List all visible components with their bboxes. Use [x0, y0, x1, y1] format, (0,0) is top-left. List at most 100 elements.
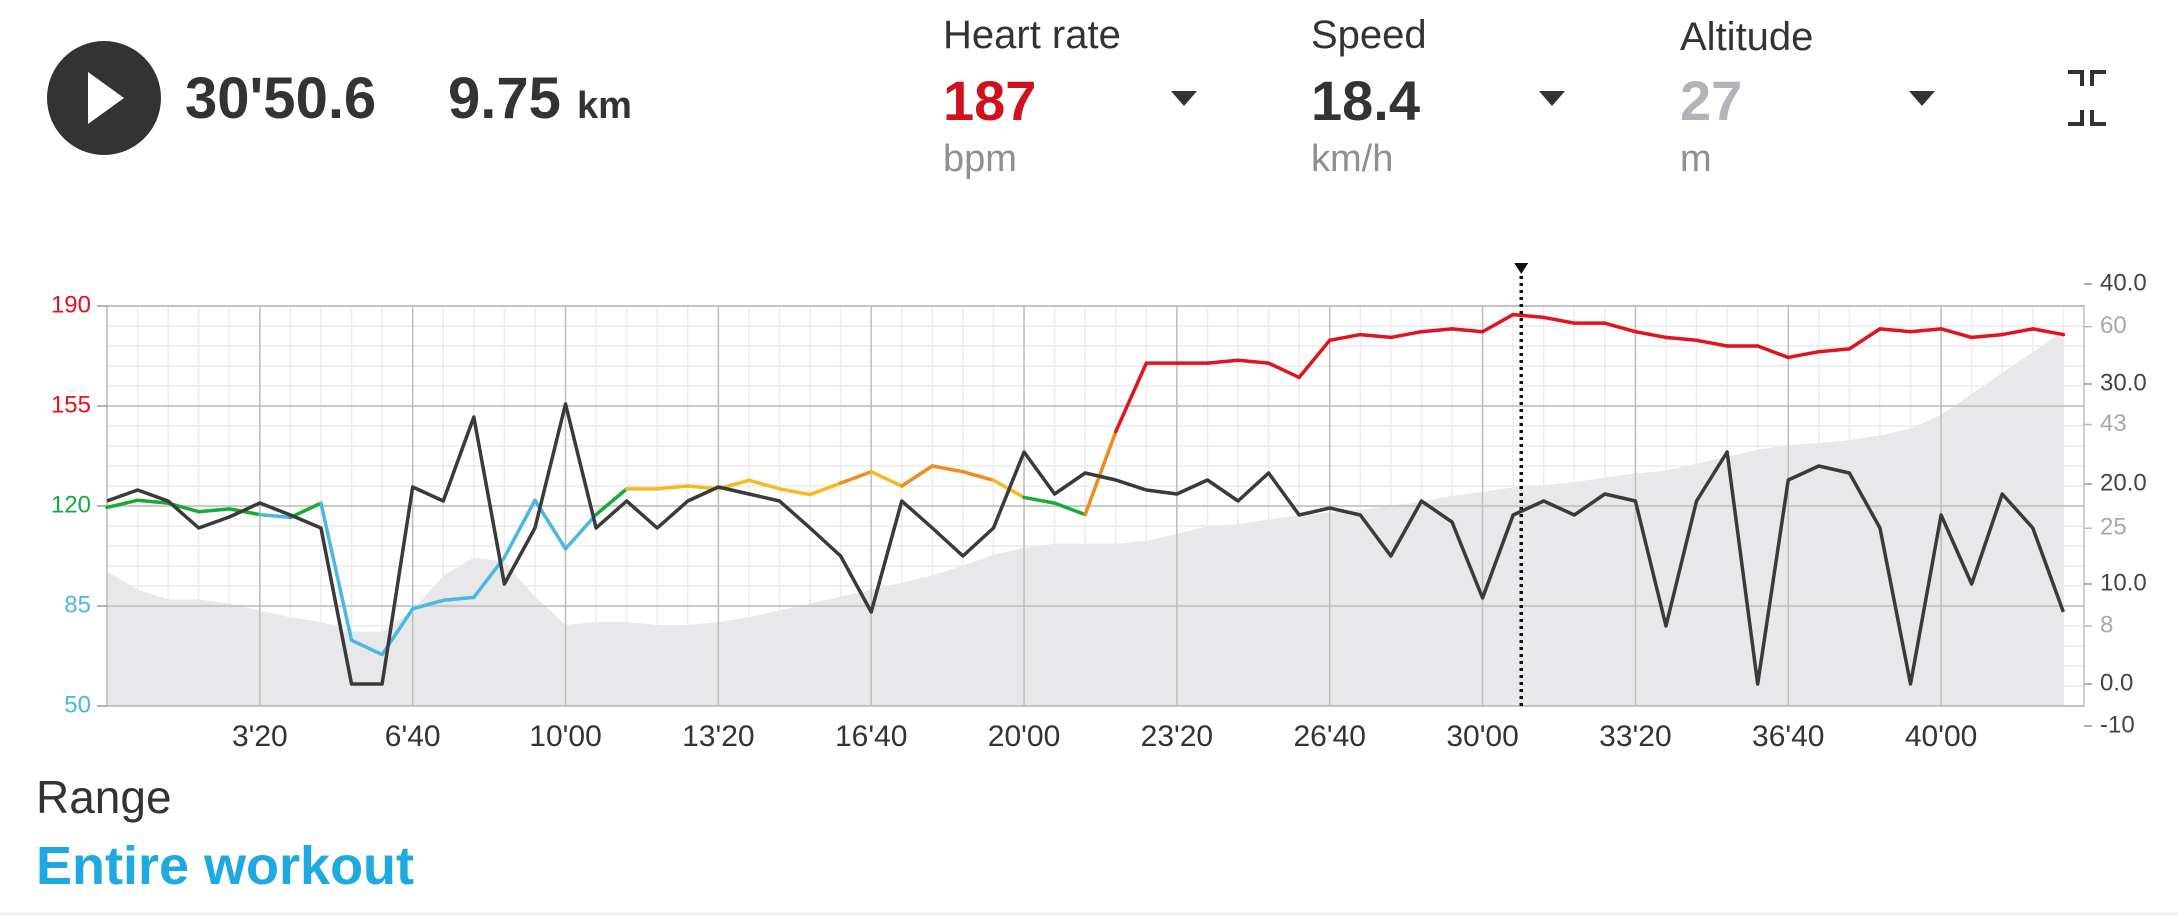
play-icon[interactable]	[88, 72, 124, 124]
x-tick-label: 20'00	[988, 720, 1060, 753]
heart-rate-segment	[2000, 327, 2035, 337]
heart-rate-segment	[1022, 495, 1057, 505]
heart-rate-segment	[502, 498, 537, 560]
heart-rate-segment	[1694, 338, 1729, 348]
x-tick-label: 16'40	[835, 720, 907, 753]
y2-tick-label: 10.0	[2100, 569, 2147, 596]
heart-rate-segment	[1908, 327, 1943, 334]
heart-rate-segment	[258, 512, 293, 520]
dropdown-arrow[interactable]	[1539, 91, 1565, 106]
heart-rate-segment	[930, 464, 965, 474]
y2-tick-label: 40.0	[2100, 269, 2147, 296]
y3-tick-label: 60	[2100, 312, 2127, 339]
heart-rate-segment	[1450, 327, 1485, 334]
metric-unit: m	[1680, 138, 1712, 180]
heart-rate-segment	[1297, 338, 1332, 380]
heart-rate-segment	[1052, 501, 1087, 517]
metric-value: 27	[1680, 69, 1742, 132]
y2-tick-label: 30.0	[2100, 369, 2147, 396]
heart-rate-segment	[1664, 335, 1699, 343]
heart-rate-segment	[594, 487, 629, 517]
y2-tick-label: 20.0	[2100, 469, 2147, 496]
heart-rate-segment	[777, 487, 812, 497]
x-tick-label: 6'40	[385, 720, 441, 753]
y2-tick-label: 0.0	[2100, 669, 2133, 696]
heart-rate-segment	[1541, 315, 1577, 325]
x-tick-label: 10'00	[529, 720, 601, 753]
metric-value: 18.4	[1311, 69, 1420, 132]
chart: 3'20 6'40 10'00 13'20 16'40 20'00 23'20 26'40 30…	[51, 263, 2147, 753]
distance-unit: km	[577, 85, 632, 127]
metric-unit: bpm	[943, 138, 1017, 180]
y3-tick-label: 25	[2100, 514, 2127, 541]
heart-rate-segment	[105, 498, 140, 510]
cursor-handle	[1514, 263, 1529, 274]
heart-rate-segment	[655, 484, 690, 491]
heart-rate-segment	[1236, 358, 1271, 365]
distance: 9.75	[448, 66, 561, 131]
heart-rate-segment	[1603, 321, 1638, 334]
heart-rate-segment	[1327, 332, 1363, 343]
collapse-button[interactable]	[2068, 70, 2106, 126]
heart-rate-segment	[1633, 329, 1668, 340]
y-tick-label: 120	[51, 491, 91, 518]
x-tick-label: 33'20	[1599, 720, 1671, 753]
heart-rate-segment	[1389, 329, 1424, 340]
heart-rate-segment	[135, 498, 170, 505]
metric-label: Altitude	[1680, 15, 1813, 59]
collapse-icon[interactable]	[2068, 70, 2106, 126]
x-tick-label: 3'20	[232, 720, 288, 753]
heart-rate-segment	[1817, 347, 1852, 354]
heart-rate-segment	[2031, 327, 2066, 337]
heart-rate-segment	[1755, 344, 1791, 360]
x-tick-label: 23'20	[1141, 720, 1213, 753]
y-tick-label: 155	[51, 391, 91, 418]
x-tick-label: 40'00	[1905, 720, 1977, 753]
y3-tick-label: 43	[2100, 410, 2127, 437]
heart-rate-segment	[563, 512, 598, 551]
heart-rate-segment	[1847, 327, 1882, 351]
heart-rate-segment	[1205, 358, 1240, 365]
dropdown-arrow[interactable]	[1171, 91, 1197, 106]
y3-tick-label: 8	[2100, 611, 2113, 638]
speed-line	[106, 402, 2066, 686]
heart-rate-segment	[1114, 361, 1149, 434]
range-value[interactable]: Entire workout	[36, 836, 414, 896]
y2-tick-label: -10	[2100, 711, 2135, 738]
heart-rate-segment	[869, 469, 904, 488]
heart-rate-segment	[1786, 349, 1821, 360]
heart-rate-segment	[410, 598, 446, 611]
heart-rate-segment	[349, 638, 384, 657]
heart-rate-segment	[1969, 332, 2004, 340]
play-button[interactable]	[47, 41, 161, 155]
heart-rate-segment	[838, 469, 873, 485]
altitude-area	[107, 330, 2064, 706]
heart-rate-segment	[1939, 327, 1974, 340]
heart-rate-segment	[196, 507, 232, 514]
heart-rate-segment	[961, 469, 996, 483]
x-tick-label: 30'00	[1446, 720, 1518, 753]
heart-rate-segment	[319, 501, 354, 643]
dropdown-arrow[interactable]	[1909, 91, 1935, 106]
heart-rate-segment	[1358, 332, 1393, 340]
heart-rate-segment	[288, 501, 323, 520]
heart-rate-segment	[1511, 312, 1546, 320]
heart-rate-segment	[1083, 429, 1118, 517]
metric-value: 187	[943, 69, 1036, 132]
y-tick-label: 85	[64, 591, 91, 618]
metric-unit: km/h	[1311, 138, 1393, 180]
heart-rate-segment	[441, 595, 476, 603]
metric-label: Heart rate	[943, 13, 1121, 57]
heart-rate-segment	[747, 478, 782, 491]
y-tick-label: 190	[51, 291, 91, 318]
heart-rate-segment	[900, 464, 935, 488]
metric-label: Speed	[1311, 13, 1427, 57]
heart-rate-segment	[1480, 312, 1515, 334]
x-tick-label: 26'40	[1293, 720, 1365, 753]
heart-rate-segment	[1419, 327, 1454, 334]
x-tick-label: 13'20	[682, 720, 754, 753]
elapsed-time: 30'50.6	[185, 66, 376, 131]
heart-rate-segment	[1266, 361, 1301, 380]
